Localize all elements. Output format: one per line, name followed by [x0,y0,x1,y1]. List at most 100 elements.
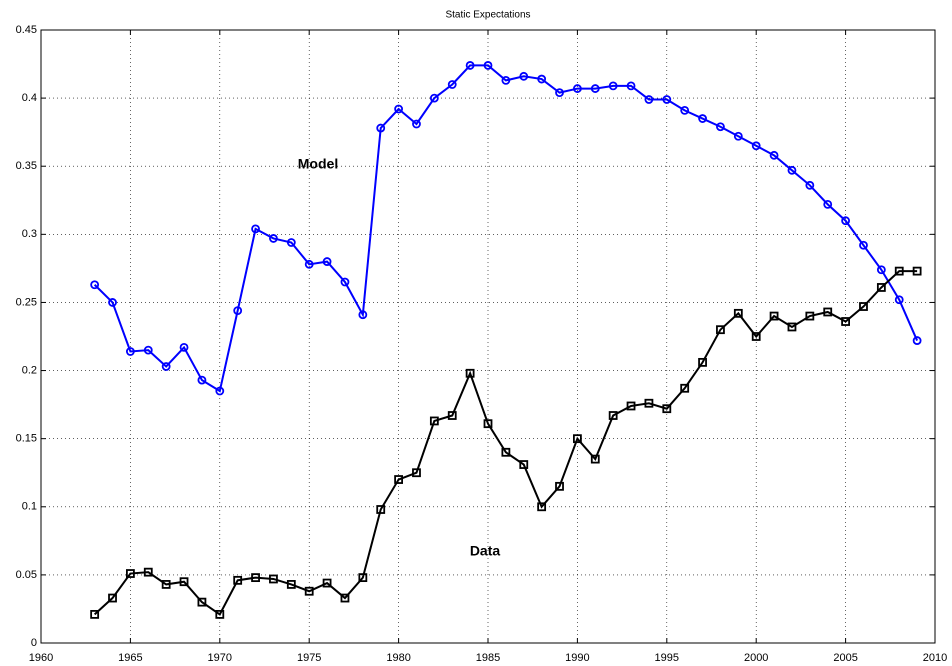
x-tick-label: 2005 [833,652,857,664]
point-marker [465,61,475,70]
point-marker [555,481,564,491]
point-marker [501,76,511,85]
point-marker [555,88,564,98]
y-tick-label: 0.15 [16,433,37,445]
point-marker [733,308,743,318]
x-tick-label: 1965 [118,652,142,664]
point-marker [805,180,815,190]
point-marker [644,95,654,104]
y-tick-label: 0.05 [16,569,37,581]
point-marker [412,468,421,478]
series-label: Model [298,156,338,172]
point-marker [608,81,618,91]
point-marker [358,310,368,320]
point-marker [698,114,707,123]
point-marker [412,119,421,129]
point-marker [769,150,779,160]
point-marker [465,368,475,378]
x-tick-label: 1980 [386,652,410,664]
point-marker [859,240,868,250]
x-tick-label: 1970 [208,652,232,664]
point-marker [590,454,600,464]
point-marker [537,502,547,512]
point-marker [537,74,547,84]
point-marker [394,475,404,484]
y-tick-label: 0.4 [22,92,37,104]
point-marker [447,80,457,89]
point-marker [340,593,350,603]
point-marker [787,165,797,175]
point-marker [787,322,797,332]
point-marker [751,332,761,341]
point-marker [769,311,779,321]
point-marker [233,575,243,585]
y-tick-label: 0.35 [16,160,37,172]
point-marker [304,259,314,269]
point-marker [483,61,493,70]
point-marker [143,567,153,577]
point-marker [698,357,707,367]
plot-frame [40,29,936,644]
point-marker [483,419,493,429]
point-marker [662,404,672,414]
point-marker [501,447,511,457]
point-marker [286,580,296,589]
point-marker [269,574,278,584]
point-marker [823,307,833,317]
point-marker [805,311,815,321]
series-line [93,270,918,616]
point-marker [269,234,278,243]
x-tick-label: 1995 [655,652,679,664]
point-marker [286,238,296,247]
point-marker [912,336,922,345]
point-marker [429,416,439,426]
point-marker [251,573,260,583]
point-marker [626,81,636,91]
point-marker [322,578,332,588]
point-marker [573,434,582,444]
point-marker [716,325,725,335]
point-marker [662,95,672,104]
point-marker [322,257,332,266]
point-marker [912,266,922,276]
point-marker [841,216,850,226]
point-marker [108,593,117,603]
y-tick-label: 0 [31,637,37,649]
point-marker [126,569,135,578]
point-marker [233,306,243,316]
point-marker [590,84,600,93]
point-marker [179,577,189,587]
point-marker [251,224,260,234]
x-tick-label: 2000 [744,652,768,664]
chart-title: Static Expectations [445,10,530,21]
x-tick-label: 1975 [297,652,321,664]
point-marker [161,362,171,371]
point-marker [179,342,189,352]
point-marker [894,266,904,276]
point-marker [394,104,404,114]
point-marker [161,580,171,589]
point-marker [519,460,529,469]
point-marker [340,277,350,287]
point-marker [429,93,439,103]
point-marker [447,411,457,420]
point-marker [358,573,368,583]
x-tick-label: 2010 [923,652,947,664]
x-tick-label: 1985 [476,652,500,664]
point-marker [733,131,743,141]
point-marker [751,141,761,151]
point-marker [859,302,868,311]
point-marker [376,505,386,514]
point-marker [841,317,850,326]
point-marker [143,345,153,355]
y-tick-label: 0.2 [22,364,37,376]
point-marker [894,295,904,305]
point-marker [215,609,225,619]
point-marker [680,383,690,393]
point-marker [644,398,654,408]
point-marker [90,609,100,619]
y-tick-label: 0.25 [16,296,37,308]
point-marker [573,84,582,93]
